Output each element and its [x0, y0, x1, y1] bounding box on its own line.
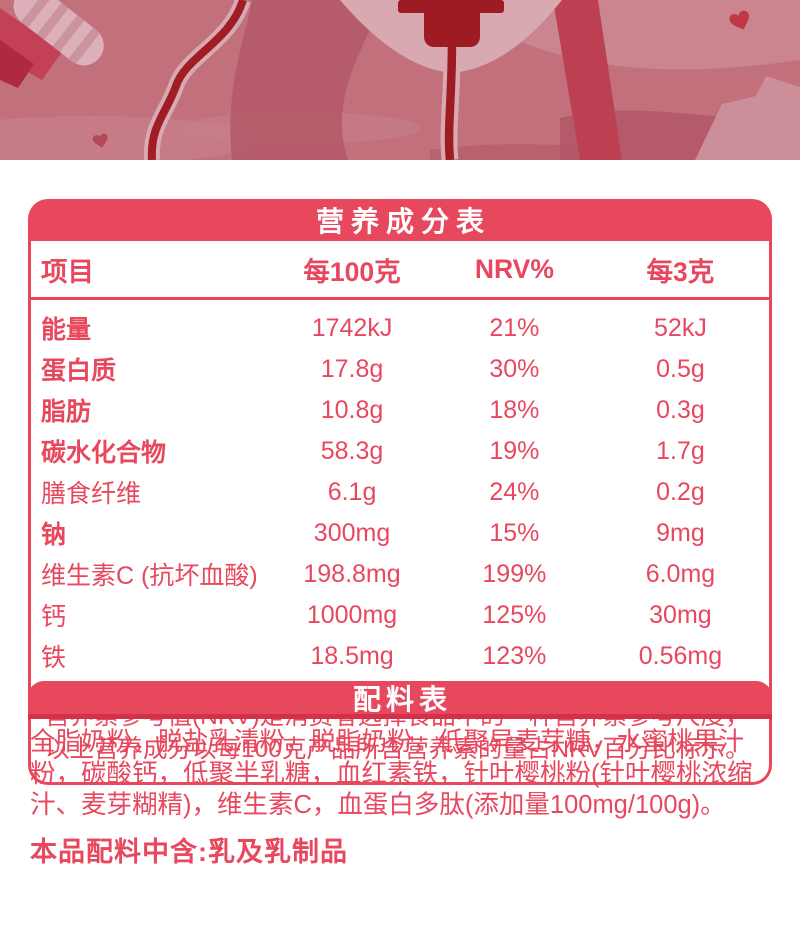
nutrient-name: 钠: [41, 521, 67, 549]
value-nrv: 24%: [489, 477, 540, 506]
ingredients-title-bar: 配料表: [28, 681, 772, 719]
value-per3g: 52kJ: [654, 313, 707, 342]
value-per100g: 1000mg: [306, 600, 398, 629]
value-per100g: 10.8g: [320, 395, 384, 424]
table-row-protein: 蛋白质 17.8g 30% 0.5g: [31, 349, 769, 390]
value-per100g: 18.5mg: [310, 641, 394, 670]
value-nrv: 19%: [489, 436, 540, 465]
light-facet: [695, 76, 800, 160]
table-row-sodium: 钠 300mg 15% 9mg: [31, 513, 769, 554]
nutrition-table: 项目 每100克 NRV% 每3克 能量 1742kJ 21% 52kJ 蛋白质: [31, 241, 769, 687]
value-per3g: 1.7g: [656, 436, 705, 465]
nutrient-name: 膳食纤维: [41, 480, 142, 508]
allergen-statement: 本品配料中含:乳及乳制品: [30, 837, 348, 867]
striped-capsule: [13, 0, 104, 66]
crimson-band: [553, 0, 622, 160]
column-header-item: 项目: [31, 241, 268, 300]
nutrition-panel-title: 营养成分表: [28, 199, 772, 241]
nutrient-name: 碳水化合物: [41, 439, 167, 467]
nutrient-name: 蛋白质: [41, 357, 117, 385]
value-nrv: 123%: [482, 641, 547, 670]
nutrient-name: 脂肪: [41, 398, 92, 426]
nrv-note-line2: 以上营养成分以每100克产品所含营养素的量占NRV百分比标示。: [45, 736, 750, 763]
column-header-per3g: 每3克: [591, 241, 769, 300]
value-per100g: 1742kJ: [311, 313, 393, 342]
nutrient-name: 铁: [41, 644, 67, 672]
heart-icon: [92, 133, 108, 148]
value-nrv: 21%: [489, 313, 540, 342]
heart-icon: [729, 10, 749, 30]
left-tube: [147, 0, 247, 160]
value-per3g: 0.2g: [656, 477, 705, 506]
table-row-vitamin-c: 维生素C (抗坏血酸) 198.8mg 199% 6.0mg: [31, 554, 769, 595]
value-per3g: 0.3g: [656, 395, 705, 424]
value-per3g: 30mg: [649, 600, 712, 629]
blood-bag-port: [424, 0, 480, 47]
value-per3g: 9mg: [656, 518, 705, 547]
ingredients-list: 全脂奶粉，脱盐乳清粉，脱脂奶粉，低聚异麦芽糖，水蜜桃果汁粉，碳酸钙，低聚半乳糖，…: [30, 728, 753, 819]
value-per100g: 300mg: [313, 518, 391, 547]
value-nrv: 30%: [489, 354, 540, 383]
value-per3g: 6.0mg: [645, 559, 716, 588]
nutrient-name: 能量: [41, 316, 92, 344]
table-row-carbohydrate: 碳水化合物 58.3g 19% 1.7g: [31, 431, 769, 472]
value-nrv: 18%: [489, 395, 540, 424]
column-header-nrv: NRV%: [436, 241, 592, 300]
nutrient-name: 维生素C (抗坏血酸): [41, 562, 258, 590]
value-nrv: 15%: [489, 518, 540, 547]
value-nrv: 199%: [482, 559, 547, 588]
value-per100g: 6.1g: [327, 477, 377, 506]
table-row-dietary-fiber: 膳食纤维 6.1g 24% 0.2g: [31, 472, 769, 513]
value-per3g: 0.56mg: [638, 641, 723, 670]
iv-tube: [444, 39, 457, 160]
table-row-iron: 铁 18.5mg 123% 0.56mg: [31, 636, 769, 688]
value-per100g: 17.8g: [320, 354, 384, 383]
blood-bag-illustration: [0, 0, 800, 160]
red-wedge-dark: [0, 40, 34, 88]
table-row-energy: 能量 1742kJ 21% 52kJ: [31, 299, 769, 349]
nutrient-name: 钙: [41, 603, 67, 631]
table-row-calcium: 钙 1000mg 125% 30mg: [31, 595, 769, 636]
table-row-fat: 脂肪 10.8g 18% 0.3g: [31, 390, 769, 431]
value-per100g: 58.3g: [320, 436, 384, 465]
value-per100g: 198.8mg: [303, 559, 401, 588]
value-nrv: 125%: [482, 600, 547, 629]
column-header-per100g: 每100克: [267, 241, 437, 300]
value-per3g: 0.5g: [656, 354, 705, 383]
nutrition-header-row: 项目 每100克 NRV% 每3克: [31, 241, 769, 300]
